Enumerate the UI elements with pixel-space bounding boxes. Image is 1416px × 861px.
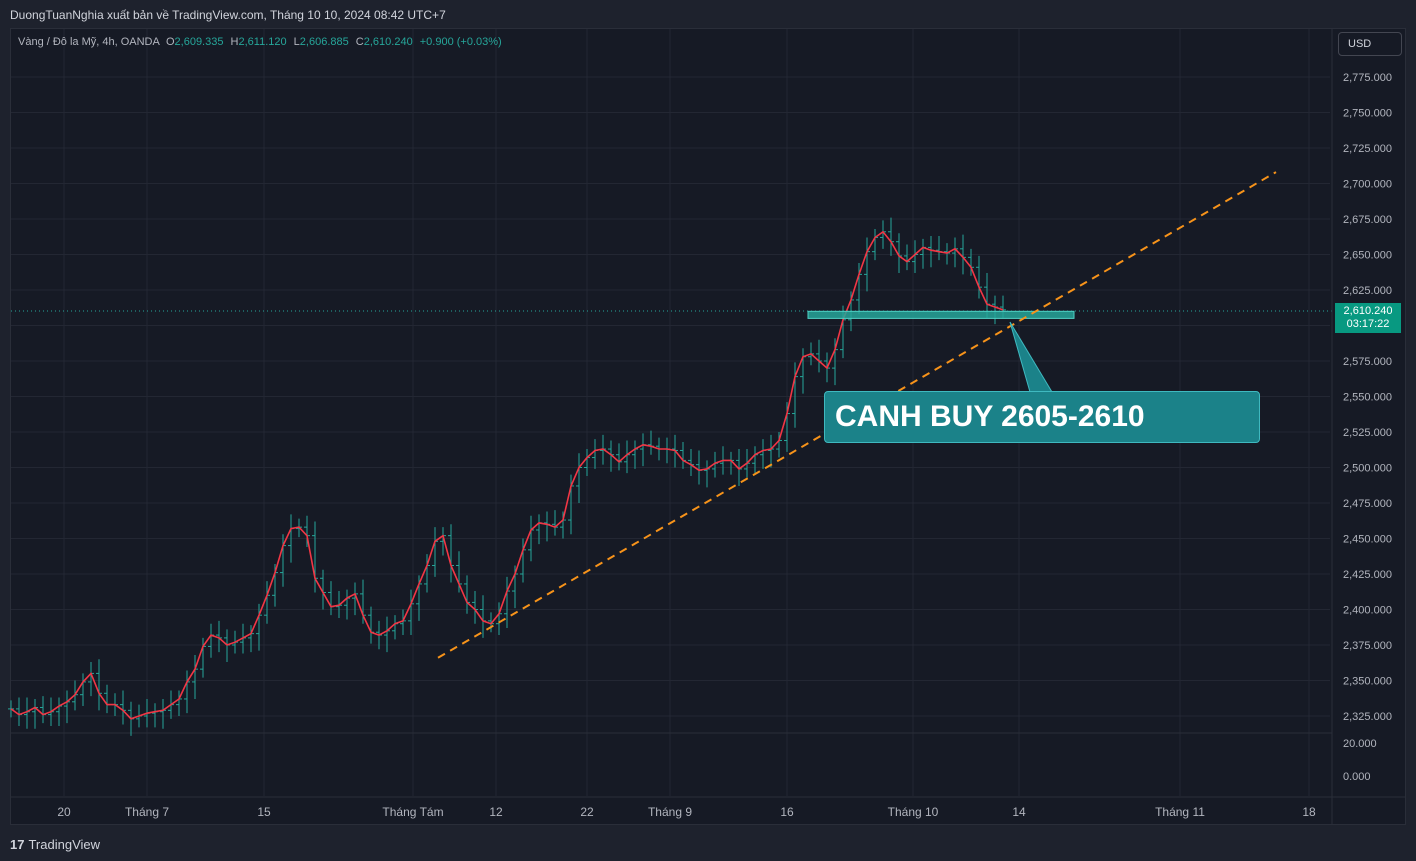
y-tick-label: 2,325.000 [1343,711,1392,723]
x-tick-label: 16 [780,805,794,819]
y-tick-label: 2,475.000 [1343,498,1392,510]
open-key: O [165,36,175,48]
price-bars [8,217,1006,736]
moving-average-line [10,230,1004,720]
x-tick-label: Tháng 10 [888,805,939,819]
high-value: 2,611.120 [238,36,287,48]
y-tick-label: 2,650.000 [1343,250,1392,262]
tradingview-logo-icon: 17 [10,837,25,852]
change-value: +0.900 (+0.03%) [419,36,502,48]
volume-tick-label: 0.000 [1343,771,1371,783]
x-tick-label: 20 [57,805,71,819]
annotation-callout[interactable]: CANH BUY 2605-2610 [824,391,1260,443]
close-key: C [355,36,364,48]
last-price-tag: 2,610.240 03:17:22 [1335,303,1401,333]
bar-countdown: 03:17:22 [1346,318,1390,330]
y-tick-label: 2,625.000 [1343,285,1392,297]
x-tick-label: 15 [257,805,271,819]
x-tick-label: 22 [580,805,594,819]
open-value: 2,609.335 [174,36,224,48]
axes: 2,325.000 2,350.000 2,375.000 2,400.000 2,42… [11,29,1406,825]
x-tick-label: 14 [1012,805,1026,819]
publish-info: DuongTuanNghia xuất bản về TradingView.c… [10,8,446,22]
volume-tick-label: 20.000 [1343,738,1377,750]
x-tick-label: 18 [1302,805,1316,819]
y-tick-label: 2,425.000 [1343,569,1392,581]
y-tick-label: 2,550.000 [1343,392,1392,404]
y-tick-label: 2,350.000 [1343,676,1392,688]
ohlc-legend: Vàng / Đô la Mỹ, 4h, OANDA O2,609.335 H2… [18,36,506,48]
y-tick-label: 2,525.000 [1343,427,1392,439]
y-tick-label: 2,450.000 [1343,534,1392,546]
low-value: 2,606.885 [299,36,349,48]
y-tick-label: 2,775.000 [1343,72,1392,84]
close-value: 2,610.240 [363,36,413,48]
y-tick-label: 2,575.000 [1343,356,1392,368]
publish-bar: DuongTuanNghia xuất bản về TradingView.c… [0,0,1416,28]
y-tick-label: 2,725.000 [1343,143,1392,155]
callout-pointer [1009,321,1053,393]
high-key: H [230,36,239,48]
symbol-label[interactable]: Vàng / Đô la Mỹ, 4h, OANDA [18,36,160,48]
tradingview-logo[interactable]: 17 TradingView [10,837,100,852]
overlays [10,171,1332,720]
y-tick-label: 2,375.000 [1343,640,1392,652]
y-tick-label: 2,750.000 [1343,108,1392,120]
last-price-value: 2,610.240 [1343,305,1393,317]
y-tick-label: 2,500.000 [1343,463,1392,475]
annotation-text: CANH BUY 2605-2610 [835,400,1145,433]
low-key: L [293,36,300,48]
x-tick-label: Tháng 11 [1155,805,1205,819]
y-tick-label: 2,700.000 [1343,179,1392,191]
tradingview-logo-text: TradingView [28,837,101,852]
trendline [437,171,1277,659]
currency-button[interactable]: USD [1338,32,1402,56]
y-tick-label: 2,400.000 [1343,605,1392,617]
x-tick-label: Tháng 9 [648,805,692,819]
x-tick-label: Tháng 7 [125,805,169,819]
x-tick-label: 12 [489,805,503,819]
y-tick-label: 2,675.000 [1343,214,1392,226]
footer: 17 TradingView [0,826,1416,861]
support-zone [807,310,1075,319]
x-tick-label: Tháng Tám [382,805,443,819]
